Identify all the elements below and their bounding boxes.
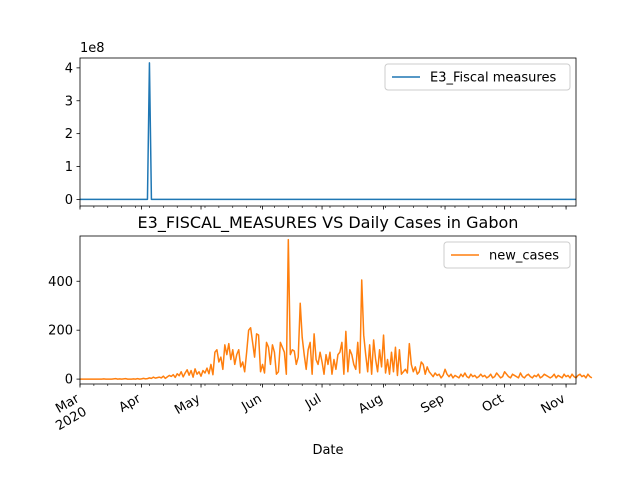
top-y-tick-label: 4 xyxy=(65,61,73,76)
top-legend-label: E3_Fiscal measures xyxy=(430,71,556,86)
bottom-y-tick-label: 0 xyxy=(65,373,73,388)
x-axis-label: Date xyxy=(312,443,343,458)
top-legend: E3_Fiscal measures xyxy=(385,64,570,90)
chart-title: E3_FISCAL_MEASURES VS Daily Cases in Gab… xyxy=(138,213,519,233)
top-y-tick-label: 1 xyxy=(65,160,73,175)
top-y-tick-label: 3 xyxy=(65,94,73,109)
top-y-tick-label: 0 xyxy=(65,193,73,208)
bottom-y-tick-label: 200 xyxy=(48,324,73,339)
top-offset-text: 1e8 xyxy=(80,41,105,56)
bottom-legend: new_cases xyxy=(444,242,570,268)
top-y-tick-label: 2 xyxy=(65,127,73,142)
bottom-y-tick-label: 400 xyxy=(48,275,73,290)
bottom-legend-label: new_cases xyxy=(489,249,559,264)
